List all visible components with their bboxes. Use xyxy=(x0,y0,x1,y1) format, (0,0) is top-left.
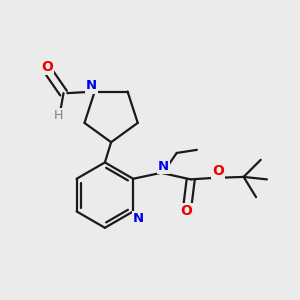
Text: O: O xyxy=(212,164,224,178)
Text: N: N xyxy=(158,160,169,173)
Text: O: O xyxy=(41,60,53,74)
Text: H: H xyxy=(54,109,64,122)
Text: N: N xyxy=(86,80,97,92)
Text: O: O xyxy=(180,204,192,218)
Text: N: N xyxy=(133,212,144,225)
